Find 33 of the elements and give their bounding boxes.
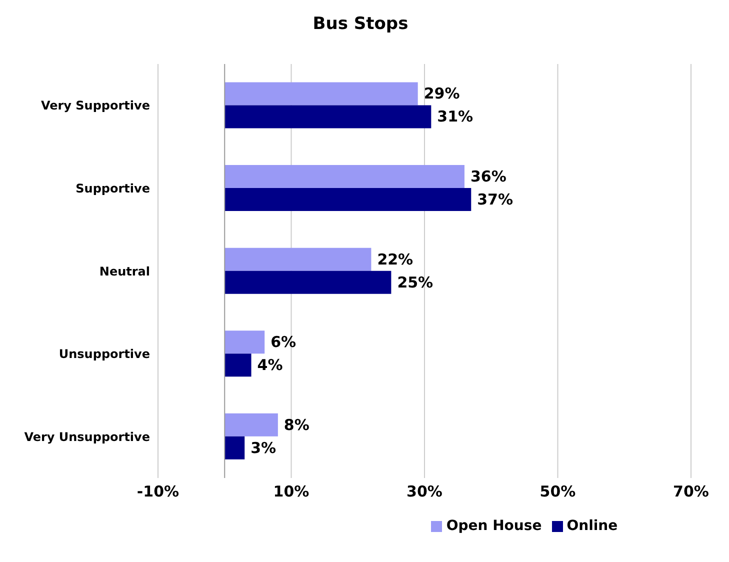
bar [224, 436, 245, 460]
bar [224, 270, 392, 294]
data-label: 4% [257, 356, 283, 374]
bar [224, 248, 372, 271]
legend-label: Open House [446, 518, 542, 534]
x-tick-label: 10% [273, 482, 310, 501]
bar [224, 188, 472, 212]
x-tick-label: 30% [406, 482, 442, 501]
bar [224, 165, 464, 188]
legend-label: Online [566, 518, 618, 534]
x-tick-label: -10% [136, 482, 180, 501]
bar [224, 330, 265, 354]
data-label: 6% [270, 333, 296, 352]
chart-title: Bus Stops [312, 14, 410, 36]
data-label: 25% [397, 273, 434, 292]
y-tick-label: Very Supportive [40, 98, 150, 113]
data-label: 37% [477, 190, 514, 209]
bar [224, 354, 252, 377]
data-label: 3% [250, 438, 276, 457]
y-tick-label: Supportive [76, 181, 150, 196]
data-label: 22% [377, 250, 414, 268]
x-tick-label: 50% [540, 482, 576, 501]
data-label: 29% [424, 84, 460, 103]
y-tick-label: Unsupportive [58, 347, 150, 362]
bar [224, 105, 432, 128]
data-label: 8% [284, 416, 310, 434]
x-tick-label: 70% [673, 482, 709, 501]
bar [224, 413, 278, 436]
y-tick-label: Very Unsupportive [24, 430, 150, 444]
y-tick-label: Neutral [99, 264, 150, 278]
data-label: 31% [437, 108, 474, 126]
data-label: 36% [470, 168, 506, 186]
bar [224, 82, 418, 106]
